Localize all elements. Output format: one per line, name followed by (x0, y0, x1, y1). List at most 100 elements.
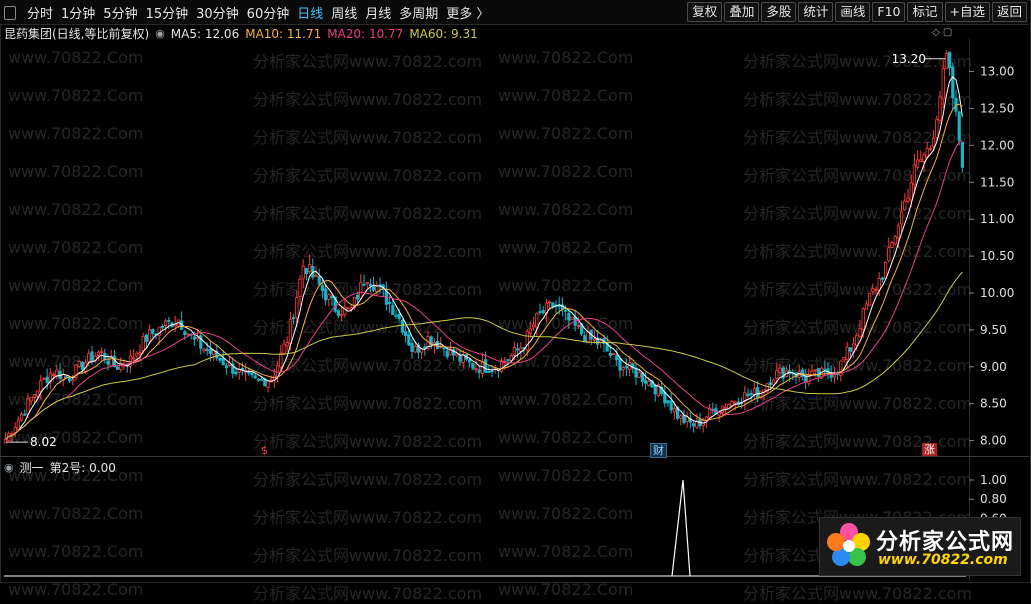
candle-body (813, 369, 817, 372)
period-tab-6[interactable]: 日线 (297, 7, 324, 22)
candle-body (285, 342, 289, 347)
period-tab-2[interactable]: 5分钟 (103, 7, 138, 22)
pane-divider[interactable] (0, 456, 1029, 457)
candle-body (407, 334, 411, 346)
candle-body (612, 353, 616, 355)
candle-body (621, 367, 625, 370)
toolbar-button-0[interactable]: 复权 (687, 2, 723, 22)
ma5-value: MA5: 12.06 (170, 26, 240, 41)
candle-body (928, 147, 933, 150)
candle-body (807, 375, 811, 384)
toolbar-button-6[interactable]: 标记 (907, 2, 943, 22)
toolbar-button-1[interactable]: 叠加 (724, 2, 760, 22)
candle-body (224, 365, 228, 368)
candle-body (100, 351, 104, 353)
candle-body (724, 407, 728, 409)
toolbar-button-3[interactable]: 统计 (798, 2, 834, 22)
candle-body (845, 346, 849, 360)
candle-body (87, 353, 91, 362)
candle-body (359, 282, 363, 299)
price-tick-label: 11.50 (980, 175, 1014, 189)
candle-body (416, 344, 421, 353)
candle-body (957, 111, 961, 141)
candle-body (231, 363, 235, 374)
candle-body (333, 296, 337, 312)
candle-body (951, 66, 955, 99)
toolbar-button-2[interactable]: 多股 (761, 2, 797, 22)
candle-body (391, 304, 395, 316)
candle-body (842, 357, 846, 361)
toolbar-button-4[interactable]: 画线 (835, 2, 871, 22)
chart-window (0, 0, 1031, 583)
dividend-marker[interactable]: $ (261, 444, 268, 457)
candle-body (935, 118, 939, 138)
candle-body (26, 398, 30, 415)
period-tab-9[interactable]: 多周期 (399, 7, 439, 22)
candle-body (903, 200, 907, 211)
candle-body (861, 308, 865, 330)
toolbar-button-8[interactable]: 返回 (991, 2, 1027, 22)
candle-body (413, 346, 417, 353)
candle-body (442, 347, 446, 350)
candle-body (375, 285, 379, 293)
candle-body (279, 352, 283, 368)
candle-body (564, 309, 568, 312)
ma60-line (5, 271, 963, 440)
candle-body (458, 355, 462, 362)
period-tab-1[interactable]: 1分钟 (61, 7, 96, 22)
limit-up-marker[interactable]: 涨 (922, 443, 937, 456)
candles (4, 50, 965, 444)
candle-body (339, 313, 344, 317)
candle-body (106, 360, 110, 365)
candle-body (256, 378, 261, 381)
candle-body (925, 148, 929, 158)
price-axis-separator (969, 38, 970, 581)
candle-body (80, 361, 84, 371)
candle-body (916, 159, 920, 168)
period-tab-5[interactable]: 60分钟 (246, 7, 290, 22)
pane-corner-icons[interactable]: ◇ ▢ (932, 27, 953, 38)
period-tab-3[interactable]: 15分钟 (145, 7, 189, 22)
ma10-value: MA10: 11.71 (245, 26, 322, 41)
period-tab-7[interactable]: 周线 (331, 7, 358, 22)
candle-body (202, 348, 206, 351)
period-tab-8[interactable]: 月线 (365, 7, 392, 22)
candle-body (944, 53, 949, 70)
candle-body (637, 372, 641, 378)
candle-body (400, 319, 405, 333)
candle-body (896, 225, 901, 239)
ma5-line (5, 76, 963, 440)
price-tick-label: 8.00 (980, 434, 1007, 448)
period-tab-4[interactable]: 30分钟 (196, 7, 239, 22)
indicator-name[interactable]: 测一 (19, 461, 44, 475)
settings-icon[interactable]: ◉ (155, 27, 165, 40)
candle-body (160, 326, 164, 329)
candle-body (336, 310, 341, 316)
candle-body (800, 369, 805, 377)
stock-title[interactable]: 昆药集团(日线,等比前复权) (4, 27, 150, 41)
candle-body (371, 285, 376, 291)
candle-body (45, 376, 49, 383)
candle-body (912, 164, 917, 186)
candle-body (877, 278, 881, 291)
toolbar-button-5[interactable]: F10 (872, 2, 906, 22)
candle-body (423, 346, 427, 349)
candle-body (218, 357, 222, 361)
period-toolbar: 分时 1分钟 5分钟 15分钟 30分钟 60分钟 日线 周线 月线 多周期 更多 〉 复权 叠加 多股… (0, 0, 1029, 25)
candle-body (682, 414, 686, 424)
candle-body (615, 354, 619, 360)
toolbar-button-7[interactable]: +自选 (944, 2, 990, 22)
main-pane-header: 昆药集团(日线,等比前复权) ◉ MA5: 12.06 MA10: 11.71 … (4, 25, 478, 42)
period-tab-0[interactable]: 分时 (27, 7, 54, 22)
candle-body (548, 301, 552, 304)
settings-icon[interactable]: ◉ (4, 461, 14, 474)
candle-body (823, 368, 827, 371)
window-icon[interactable] (4, 5, 16, 20)
candlestick-chart[interactable]: 13.00 12.50 12.00 11.50 11.00 10.50 10.00 9.50 9… (0, 38, 1029, 456)
candle-body (16, 419, 21, 430)
candle-body (167, 320, 171, 322)
candle-body (247, 371, 251, 374)
period-tab-10[interactable]: 更多 〉 (446, 7, 490, 22)
candle-body (221, 357, 225, 366)
finance-marker[interactable]: 财 (650, 443, 667, 458)
